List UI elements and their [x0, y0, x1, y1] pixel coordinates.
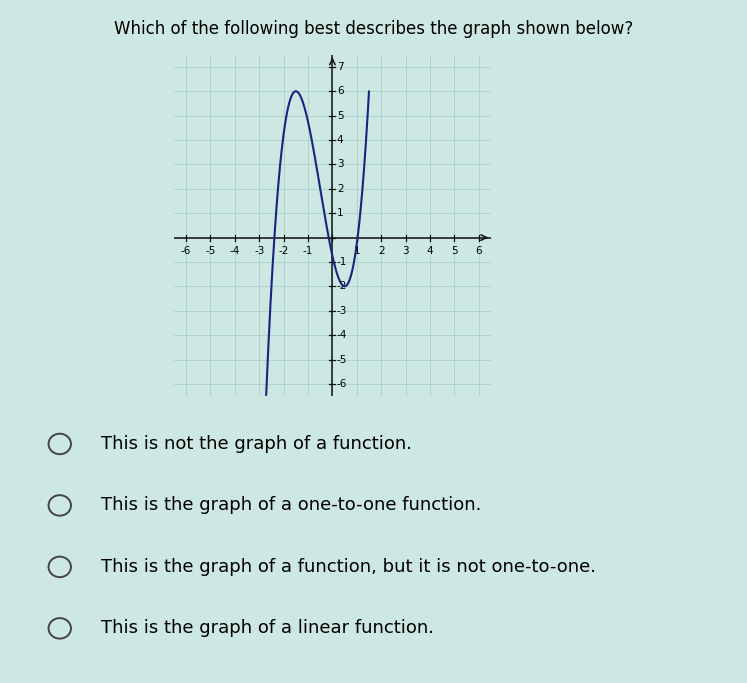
Text: -5: -5: [337, 354, 347, 365]
Text: This is the graph of a linear function.: This is the graph of a linear function.: [101, 619, 434, 637]
Text: 3: 3: [337, 159, 344, 169]
Text: 6: 6: [475, 246, 482, 256]
Text: This is the graph of a function, but it is not one-to-one.: This is the graph of a function, but it …: [101, 558, 596, 576]
Text: This is the graph of a one-to-one function.: This is the graph of a one-to-one functi…: [101, 497, 481, 514]
Text: -5: -5: [205, 246, 216, 256]
Text: 1: 1: [337, 208, 344, 218]
Text: 4: 4: [337, 135, 344, 145]
Text: -4: -4: [337, 330, 347, 340]
Text: 3: 3: [403, 246, 409, 256]
Text: -2: -2: [279, 246, 289, 256]
Text: 2: 2: [337, 184, 344, 194]
Text: Which of the following best describes the graph shown below?: Which of the following best describes th…: [114, 20, 633, 38]
Text: 5: 5: [451, 246, 458, 256]
Text: -2: -2: [337, 281, 347, 292]
Text: 2: 2: [378, 246, 385, 256]
Text: 5: 5: [337, 111, 344, 121]
Text: -3: -3: [254, 246, 264, 256]
Text: -6: -6: [337, 379, 347, 389]
Text: -6: -6: [181, 246, 191, 256]
Text: 7: 7: [337, 62, 344, 72]
Text: -4: -4: [229, 246, 240, 256]
Text: 6: 6: [337, 86, 344, 96]
Text: This is not the graph of a function.: This is not the graph of a function.: [101, 435, 412, 453]
Text: -3: -3: [337, 306, 347, 316]
Text: -1: -1: [303, 246, 313, 256]
Text: -1: -1: [337, 257, 347, 267]
Text: 1: 1: [353, 246, 360, 256]
Text: 4: 4: [427, 246, 433, 256]
